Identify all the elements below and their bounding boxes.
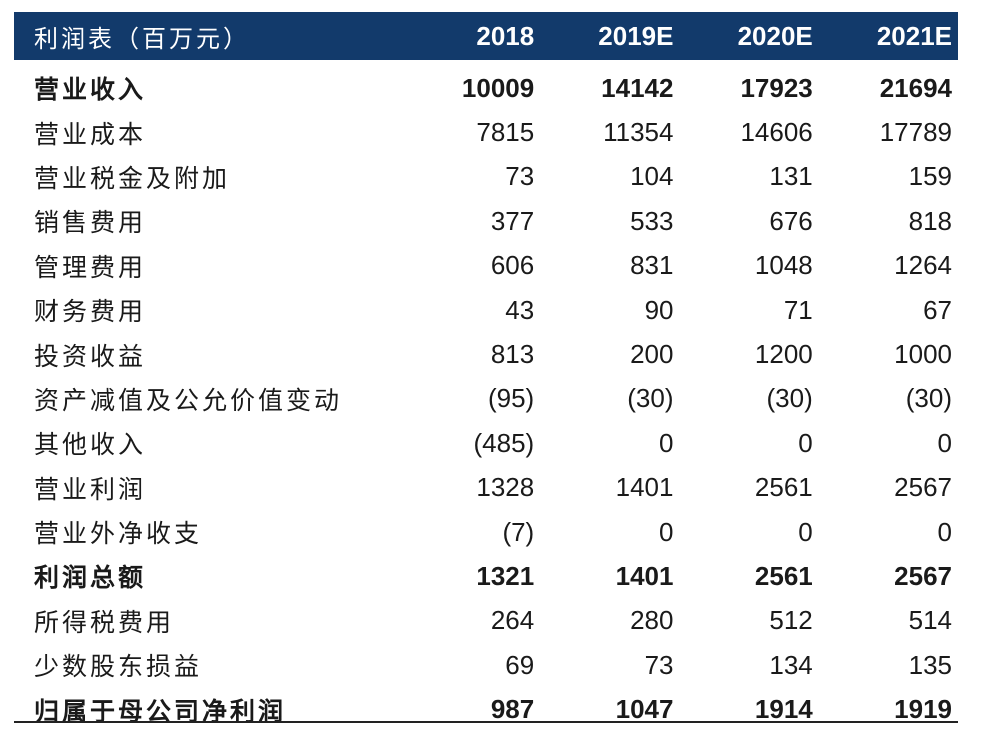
table-row: 营业收入 10009 14142 17923 21694 bbox=[14, 66, 958, 110]
table-row: 投资收益 813 200 1200 1000 bbox=[14, 332, 958, 376]
table-row: 其他收入 (485) 0 0 0 bbox=[14, 421, 958, 465]
row-label: 管理费用 bbox=[34, 252, 147, 282]
row-label: 其他收入 bbox=[34, 430, 147, 460]
row-value: 0 bbox=[798, 427, 813, 458]
row-value: 43 bbox=[505, 294, 535, 325]
row-label: 营业收入 bbox=[34, 75, 147, 105]
row-value: 67 bbox=[923, 294, 953, 325]
row-value: 69 bbox=[505, 649, 535, 680]
row-value: 0 bbox=[798, 516, 813, 547]
table-title: 利润表（百万元） bbox=[34, 24, 250, 53]
row-value: 11354 bbox=[603, 117, 674, 148]
row-value: 2561 bbox=[754, 472, 813, 503]
table-row: 归属于母公司净利润 987 1047 1914 1919 bbox=[14, 687, 958, 731]
row-value: 280 bbox=[630, 605, 674, 636]
row-label: 资产减值及公允价值变动 bbox=[34, 385, 343, 415]
year-header: 2019E bbox=[598, 20, 674, 51]
row-value: 813 bbox=[490, 339, 535, 370]
row-value: 71 bbox=[783, 294, 813, 325]
row-value: 514 bbox=[908, 605, 953, 636]
row-value: 818 bbox=[908, 205, 953, 236]
table-row: 销售费用 377 533 676 818 bbox=[14, 199, 958, 243]
row-value: 533 bbox=[630, 205, 674, 236]
table-row: 资产减值及公允价值变动 (95) (30) (30) (30) bbox=[14, 377, 958, 421]
row-value: (485) bbox=[473, 427, 535, 458]
row-value: 135 bbox=[908, 649, 953, 680]
table-row: 营业外净收支 (7) 0 0 0 bbox=[14, 510, 958, 554]
row-label: 营业成本 bbox=[34, 119, 147, 149]
row-value: 264 bbox=[490, 605, 535, 636]
row-label: 营业税金及附加 bbox=[34, 163, 231, 193]
table-row: 利润总额 1321 1401 2561 2567 bbox=[14, 554, 958, 598]
row-value: 831 bbox=[630, 250, 674, 281]
table-header: 利润表（百万元） 2018 2019E 2020E 2021E bbox=[14, 12, 958, 60]
row-value: 21694 bbox=[879, 72, 953, 103]
year-header: 2018 bbox=[476, 20, 535, 51]
table-row: 财务费用 43 90 71 67 bbox=[14, 288, 958, 332]
bottom-rule bbox=[14, 721, 958, 723]
row-value: 1914 bbox=[754, 694, 813, 725]
row-value: 10009 bbox=[461, 72, 535, 103]
row-value: 17923 bbox=[740, 72, 813, 103]
row-label: 所得税费用 bbox=[34, 607, 175, 637]
row-value: 377 bbox=[490, 205, 535, 236]
row-value: (30) bbox=[627, 383, 674, 414]
table-row: 营业税金及附加 73 104 131 159 bbox=[14, 155, 958, 199]
row-value: 1200 bbox=[754, 339, 813, 370]
row-label: 投资收益 bbox=[34, 341, 147, 371]
row-value: 2567 bbox=[894, 560, 953, 591]
year-header: 2021E bbox=[876, 20, 953, 51]
row-value: 987 bbox=[490, 694, 535, 725]
row-value: 7815 bbox=[476, 117, 535, 148]
row-value: 134 bbox=[769, 649, 813, 680]
row-value: 73 bbox=[644, 649, 674, 680]
row-value: 676 bbox=[769, 205, 813, 236]
row-value: 0 bbox=[937, 516, 953, 547]
row-value: (95) bbox=[487, 383, 535, 414]
row-value: 73 bbox=[505, 161, 535, 192]
row-label: 销售费用 bbox=[34, 208, 147, 238]
row-value: 2567 bbox=[894, 472, 953, 503]
row-label: 营业利润 bbox=[34, 474, 147, 504]
row-label: 财务费用 bbox=[34, 297, 147, 327]
row-label: 利润总额 bbox=[34, 563, 147, 593]
row-value: 1000 bbox=[894, 339, 953, 370]
row-value: 2561 bbox=[754, 560, 813, 591]
row-value: 1264 bbox=[894, 250, 953, 281]
row-value: 1401 bbox=[615, 560, 674, 591]
table-row: 管理费用 606 831 1048 1264 bbox=[14, 244, 958, 288]
row-label: 营业外净收支 bbox=[34, 519, 203, 549]
row-value: 1328 bbox=[476, 472, 535, 503]
row-value: 1048 bbox=[754, 250, 813, 281]
row-value: 14606 bbox=[740, 117, 813, 148]
row-value: 14142 bbox=[601, 72, 674, 103]
row-value: (30) bbox=[766, 383, 813, 414]
year-header: 2020E bbox=[737, 20, 813, 51]
row-label: 少数股东损益 bbox=[34, 652, 203, 682]
row-label: 归属于母公司净利润 bbox=[34, 696, 287, 726]
row-value: 1047 bbox=[615, 694, 674, 725]
row-value: 0 bbox=[659, 427, 674, 458]
table-row: 营业成本 7815 11354 14606 17789 bbox=[14, 110, 958, 154]
row-value: (7) bbox=[502, 516, 535, 547]
row-value: 90 bbox=[644, 294, 674, 325]
table-row: 营业利润 1328 1401 2561 2567 bbox=[14, 466, 958, 510]
table-row: 所得税费用 264 280 512 514 bbox=[14, 599, 958, 643]
row-value: 0 bbox=[937, 427, 953, 458]
row-value: 606 bbox=[490, 250, 535, 281]
row-value: 17789 bbox=[879, 117, 953, 148]
row-value: 200 bbox=[630, 339, 674, 370]
row-value: 159 bbox=[908, 161, 953, 192]
income-statement-table: 利润表（百万元） 2018 2019E 2020E 2021E 营业收入 1000… bbox=[14, 12, 958, 732]
row-value: 1919 bbox=[894, 694, 953, 725]
row-value: 131 bbox=[769, 161, 813, 192]
row-value: 1321 bbox=[476, 560, 535, 591]
row-value: 0 bbox=[659, 516, 674, 547]
row-value: 1401 bbox=[615, 472, 674, 503]
table-row: 少数股东损益 69 73 134 135 bbox=[14, 643, 958, 687]
row-value: 512 bbox=[769, 605, 813, 636]
row-value: 104 bbox=[630, 161, 674, 192]
table-body: 营业收入 10009 14142 17923 21694 营业成本 7815 11354 146… bbox=[14, 66, 958, 732]
row-value: (30) bbox=[905, 383, 953, 414]
